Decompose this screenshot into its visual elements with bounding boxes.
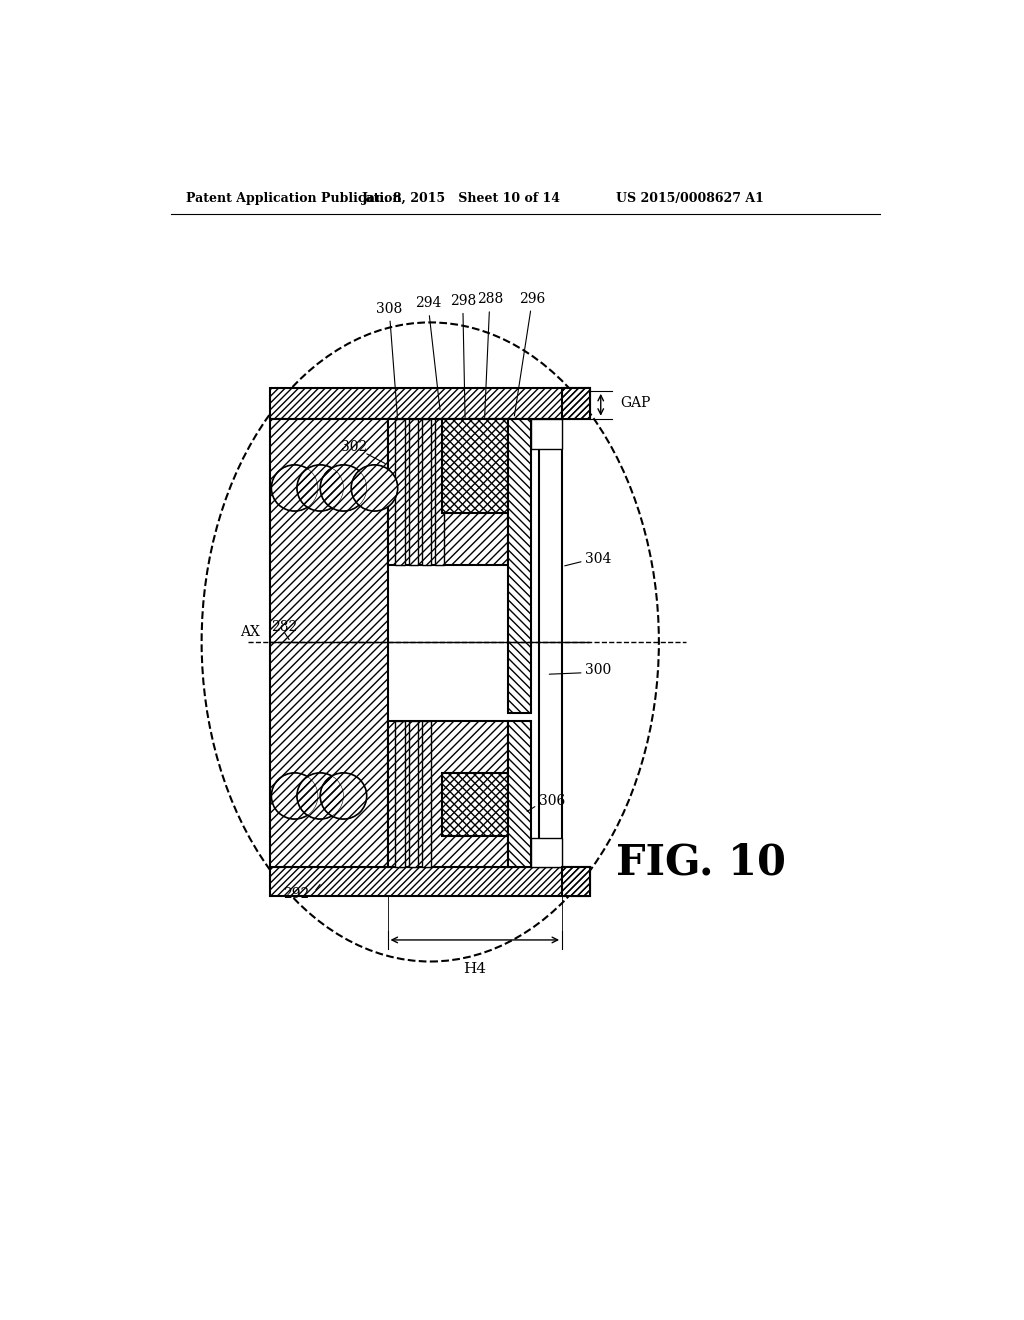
Text: AX: AX	[241, 624, 260, 639]
Bar	[531, 418, 562, 449]
Circle shape	[271, 774, 317, 818]
Text: 302: 302	[341, 440, 368, 454]
Bar	[435, 418, 444, 565]
Bar	[270, 388, 590, 418]
Bar	[388, 721, 508, 867]
Bar	[388, 721, 508, 867]
Bar	[388, 418, 508, 565]
Text: GAP: GAP	[621, 396, 650, 411]
Text: 304: 304	[586, 552, 611, 566]
Bar	[270, 388, 590, 418]
Text: 282: 282	[271, 619, 298, 634]
Bar	[270, 418, 388, 867]
Bar	[388, 418, 508, 565]
Text: Jan. 8, 2015   Sheet 10 of 14: Jan. 8, 2015 Sheet 10 of 14	[361, 191, 561, 205]
Circle shape	[351, 465, 397, 511]
Circle shape	[297, 774, 343, 818]
Bar	[409, 418, 418, 565]
Bar	[508, 721, 531, 867]
Bar	[422, 721, 431, 867]
Circle shape	[321, 774, 367, 818]
Bar	[562, 388, 590, 418]
Bar	[270, 867, 590, 896]
Text: 288: 288	[477, 292, 503, 417]
Bar	[531, 838, 562, 867]
Bar	[442, 418, 508, 512]
Bar	[508, 418, 531, 713]
Bar	[562, 388, 590, 418]
Bar	[508, 721, 531, 867]
Text: FIG. 10: FIG. 10	[616, 842, 786, 884]
Text: US 2015/0008627 A1: US 2015/0008627 A1	[615, 191, 764, 205]
Bar	[409, 721, 418, 867]
Bar	[422, 418, 431, 565]
Circle shape	[321, 465, 367, 511]
Text: H4: H4	[463, 961, 486, 975]
Text: Patent Application Publication: Patent Application Publication	[186, 191, 401, 205]
Text: 296: 296	[514, 292, 546, 416]
Bar	[442, 774, 508, 836]
Text: 292: 292	[283, 887, 309, 900]
Bar	[562, 867, 590, 896]
Bar	[395, 721, 404, 867]
Bar	[539, 418, 562, 867]
Text: 300: 300	[586, 664, 611, 677]
Circle shape	[271, 465, 317, 511]
Text: 306: 306	[539, 795, 565, 808]
Bar	[270, 418, 388, 867]
Text: 294: 294	[415, 296, 441, 409]
Bar	[442, 418, 508, 512]
Circle shape	[297, 465, 343, 511]
Bar	[270, 867, 590, 896]
Bar	[442, 774, 508, 836]
Text: 298: 298	[450, 294, 476, 417]
Bar	[508, 418, 531, 713]
Bar	[395, 418, 404, 565]
Text: 308: 308	[376, 301, 402, 417]
Bar	[562, 867, 590, 896]
